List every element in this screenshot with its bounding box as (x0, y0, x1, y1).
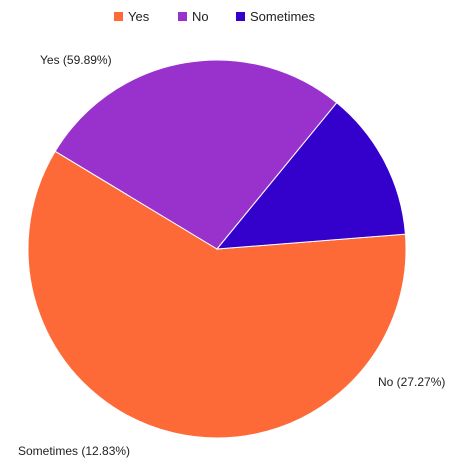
slice-label-no: No (27.27%) (378, 375, 445, 389)
slice-sometimes (215, 102, 406, 250)
legend-label-sometimes[interactable]: Sometimes (250, 9, 316, 24)
pie-slices (27, 59, 407, 439)
slice-labels: Yes (59.89%) No (27.27%) Sometimes (12.83%… (18, 53, 445, 458)
slice-label-yes: Yes (59.89%) (40, 53, 112, 67)
legend-label-yes[interactable]: Yes (128, 9, 150, 24)
legend: Yes No Sometimes (114, 9, 316, 24)
slice-label-sometimes: Sometimes (12.83%) (18, 444, 130, 458)
legend-swatch-no (178, 12, 187, 21)
legend-swatch-sometimes (236, 12, 245, 21)
legend-swatch-yes (114, 12, 123, 21)
slice-no (54, 59, 338, 250)
legend-label-no[interactable]: No (192, 9, 209, 24)
slice-yes (27, 150, 407, 439)
